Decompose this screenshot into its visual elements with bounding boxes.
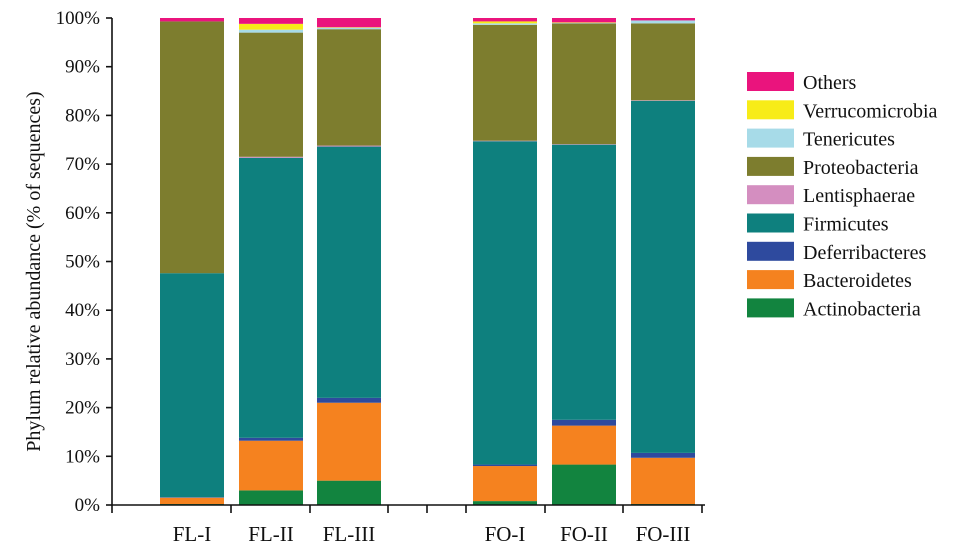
bar-segment-bacteroidetes bbox=[239, 441, 303, 491]
bar-segment-proteobacteria bbox=[552, 23, 616, 144]
legend-label: Verrucomicrobia bbox=[803, 100, 938, 122]
bar-segment-deferribacteres bbox=[239, 438, 303, 441]
y-ticks: 0% 10% 20% 30% 40% 50% 60% 70% 80% 90% 100% bbox=[56, 8, 112, 516]
bar-segment-firmicutes bbox=[473, 141, 537, 464]
legend-label: Bacteroidetes bbox=[803, 270, 912, 292]
legend-swatch bbox=[747, 129, 794, 148]
bar-segment-others bbox=[552, 18, 616, 22]
legend-label: Tenericutes bbox=[803, 129, 895, 151]
legend-swatch bbox=[747, 298, 794, 317]
y-tick-label: 90% bbox=[65, 57, 100, 78]
y-tick-label: 10% bbox=[65, 446, 100, 467]
bar-segment-proteobacteria bbox=[239, 33, 303, 157]
x-tick-label: FL-II bbox=[248, 522, 294, 546]
legend-label: Lentisphaerae bbox=[803, 185, 915, 207]
legend-label: Others bbox=[803, 72, 857, 94]
x-ticks: FL-I FL-II FL-III FO-I FO-II FO-III bbox=[112, 505, 702, 546]
bar-segment-deferribacteres bbox=[552, 420, 616, 426]
bar-segment-others bbox=[160, 18, 224, 21]
x-tick-label: FO-I bbox=[485, 522, 526, 546]
legend: Others Verrucomicrobia Tenericutes Proteoba… bbox=[747, 72, 938, 320]
legend-label: Actinobacteria bbox=[803, 298, 921, 320]
x-tick-label: FL-I bbox=[173, 522, 212, 546]
bar-segment-bacteroidetes bbox=[473, 466, 537, 501]
bar-segment-proteobacteria bbox=[160, 21, 224, 273]
bar-segment-tenericutes bbox=[317, 28, 381, 29]
bar-segment-bacteroidetes bbox=[631, 458, 695, 504]
x-tick-label: FO-II bbox=[560, 522, 608, 546]
bar-segment-firmicutes bbox=[160, 273, 224, 497]
y-tick-label: 30% bbox=[65, 349, 100, 370]
bar-segment-deferribacteres bbox=[631, 453, 695, 458]
bar-segment-others bbox=[239, 18, 303, 24]
bar-segment-firmicutes bbox=[239, 158, 303, 438]
y-tick-label: 20% bbox=[65, 398, 100, 419]
y-tick-label: 50% bbox=[65, 252, 100, 273]
bar-segment-proteobacteria bbox=[631, 23, 695, 100]
y-tick-label: 40% bbox=[65, 300, 100, 321]
bar-segment-actinobacteria bbox=[552, 465, 616, 505]
y-tick-label: 100% bbox=[56, 8, 101, 29]
y-tick-label: 60% bbox=[65, 203, 100, 224]
bar-segment-bacteroidetes bbox=[160, 498, 224, 504]
bar-segment-deferribacteres bbox=[317, 398, 381, 403]
bar-segment-others bbox=[473, 18, 537, 21]
bar-segment-firmicutes bbox=[317, 147, 381, 398]
bar-segment-others bbox=[317, 18, 381, 27]
bar-segment-actinobacteria bbox=[239, 490, 303, 505]
legend-swatch bbox=[747, 100, 794, 119]
bar-segment-others bbox=[631, 18, 695, 20]
bar-segment-lentisphaerae bbox=[239, 157, 303, 158]
bar-segment-actinobacteria bbox=[317, 481, 381, 505]
legend-label: Firmicutes bbox=[803, 214, 889, 236]
bar-segment-proteobacteria bbox=[473, 25, 537, 141]
legend-label: Deferribacteres bbox=[803, 242, 926, 264]
bar-segment-proteobacteria bbox=[317, 29, 381, 145]
legend-swatch bbox=[747, 242, 794, 261]
y-tick-label: 70% bbox=[65, 154, 100, 175]
y-tick-label: 0% bbox=[75, 495, 101, 516]
bar-segment-tenericutes bbox=[631, 20, 695, 23]
bar-segment-bacteroidetes bbox=[552, 426, 616, 465]
bar-segment-firmicutes bbox=[552, 145, 616, 420]
bar-segment-bacteroidetes bbox=[317, 403, 381, 481]
bar-segment-tenericutes bbox=[473, 23, 537, 24]
legend-swatch bbox=[747, 214, 794, 233]
y-tick-label: 80% bbox=[65, 105, 100, 126]
legend-swatch bbox=[747, 72, 794, 91]
legend-swatch bbox=[747, 157, 794, 176]
legend-swatch bbox=[747, 185, 794, 204]
legend-swatch bbox=[747, 270, 794, 289]
bar-segment-firmicutes bbox=[631, 101, 695, 453]
bar-segment-verrucomicrobia bbox=[239, 24, 303, 30]
bar-segment-deferribacteres bbox=[473, 465, 537, 466]
bar-segment-tenericutes bbox=[239, 30, 303, 33]
y-axis-title: Phylum relative abundance (% of sequence… bbox=[23, 91, 45, 451]
legend-label: Proteobacteria bbox=[803, 157, 919, 179]
bar-segment-verrucomicrobia bbox=[473, 21, 537, 23]
bar-segment-lentisphaerae bbox=[317, 146, 381, 147]
x-tick-label: FL-III bbox=[323, 522, 375, 546]
x-tick-label: FO-III bbox=[636, 522, 691, 546]
bars-layer bbox=[160, 18, 695, 505]
